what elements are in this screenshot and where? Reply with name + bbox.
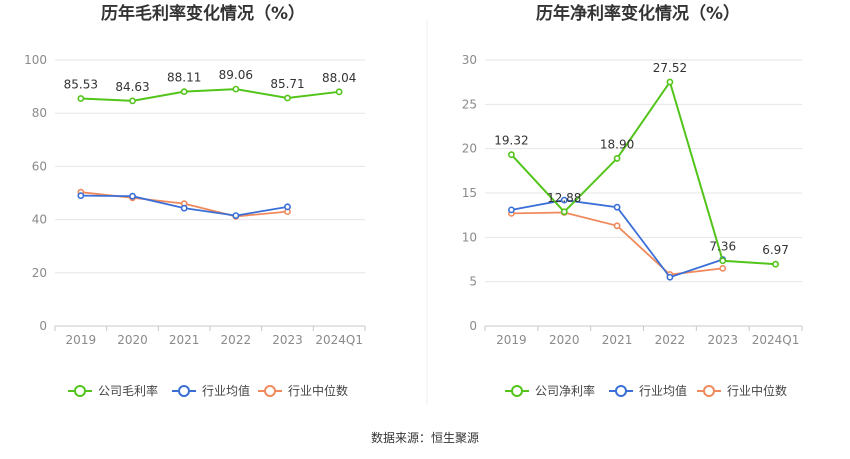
legend-marker (511, 385, 523, 397)
y-tick-label: 10 (462, 230, 477, 244)
chart-title: 历年净利率变化情况（%） (536, 3, 740, 24)
data-point (613, 203, 621, 211)
data-point (77, 95, 85, 102)
chart-panel-2: 历年净利率变化情况（%） 0 5 10 15 20 25 30 2019 2020 2021 2022… (462, 3, 803, 398)
series-line-industry-median (511, 211, 723, 276)
data-point (666, 78, 674, 86)
x-tick-label: 2020 (117, 333, 148, 347)
data-label: 85.53 (64, 77, 98, 91)
y-tick-label: 0 (469, 319, 477, 333)
data-point (232, 212, 240, 220)
chart-title: 历年毛利率变化情况（%） (101, 3, 305, 24)
data-point (232, 85, 240, 93)
y-tick-label: 60 (32, 159, 47, 173)
legend-item[interactable]: 行业中位数 (697, 383, 787, 398)
data-label: 88.11 (167, 71, 201, 85)
data-point (719, 264, 727, 272)
legend-label: 行业均值 (202, 383, 250, 398)
y-tick-label: 30 (462, 53, 477, 67)
legend-marker (264, 385, 276, 397)
y-tick-label: 80 (32, 106, 47, 120)
x-tick-label: 2021 (169, 333, 200, 347)
data-point (284, 203, 291, 211)
y-tick-label: 0 (39, 319, 47, 333)
data-point (129, 97, 136, 105)
data-label: 19.32 (494, 134, 528, 148)
y-tick-label: 40 (32, 213, 47, 227)
data-label: 27.52 (653, 61, 687, 75)
data-point (335, 88, 343, 96)
legend-item[interactable]: 公司净利率 (505, 383, 595, 398)
data-point (180, 88, 188, 96)
data-point (719, 257, 727, 265)
x-tick-label: 2023 (707, 333, 738, 347)
data-point (613, 155, 621, 162)
data-point (666, 273, 674, 281)
legend-item[interactable]: 行业中位数 (258, 383, 348, 398)
data-label: 84.63 (115, 80, 149, 94)
legend-item[interactable]: 公司毛利率 (68, 383, 158, 398)
data-label: 6.97 (762, 243, 789, 257)
x-tick-label: 2023 (272, 333, 303, 347)
data-point (129, 192, 136, 200)
x-tick-label: 2020 (549, 333, 580, 347)
y-tick-label: 20 (462, 142, 477, 156)
data-label: 7.36 (709, 240, 736, 254)
data-point (613, 222, 621, 230)
x-tick-label: 2019 (66, 333, 97, 347)
x-tick-label: 2022 (221, 333, 252, 347)
source-text: 数据来源：恒生聚源 (371, 430, 479, 445)
data-point (560, 196, 568, 204)
legend-marker (703, 385, 715, 397)
chart-panel-1: 历年毛利率变化情况（%） 0 20 40 60 80 100 2019 2020 2021 2022… (24, 3, 366, 398)
legend-marker (615, 385, 627, 397)
legend-item[interactable]: 行业均值 (609, 383, 687, 398)
legend-marker (178, 385, 190, 397)
legend-label: 行业中位数 (727, 383, 787, 398)
y-tick-label: 100 (24, 53, 47, 67)
legend-label: 公司毛利率 (98, 383, 158, 398)
data-label: 88.04 (322, 71, 356, 85)
data-point (772, 260, 779, 268)
data-label: 85.71 (270, 77, 304, 91)
data-point (508, 151, 515, 159)
data-point (560, 208, 568, 216)
data-point (180, 204, 188, 212)
legend-label: 行业均值 (639, 383, 687, 398)
series-line-company (80, 88, 340, 102)
x-tick-label: 2019 (496, 333, 527, 347)
data-point (77, 192, 85, 200)
x-tick-label: 2021 (602, 333, 633, 347)
data-label: 12.88 (547, 191, 581, 205)
series-line-company (510, 79, 776, 266)
data-point (284, 94, 291, 102)
data-point (508, 206, 515, 214)
legend-label: 公司净利率 (535, 383, 595, 398)
y-tick-label: 5 (469, 275, 477, 289)
legend-marker (74, 385, 86, 397)
y-tick-label: 15 (462, 186, 477, 200)
y-tick-label: 20 (32, 266, 47, 280)
data-label: 89.06 (219, 68, 253, 82)
x-tick-label: 2024Q1 (315, 333, 363, 347)
legend-item[interactable]: 行业均值 (172, 383, 250, 398)
x-tick-label: 2024Q1 (752, 333, 800, 347)
legend-label: 行业中位数 (288, 383, 348, 398)
data-label: 18.90 (600, 137, 634, 151)
x-tick-label: 2022 (655, 333, 686, 347)
series-line-industry-mean (511, 199, 724, 279)
y-tick-label: 25 (462, 97, 477, 111)
